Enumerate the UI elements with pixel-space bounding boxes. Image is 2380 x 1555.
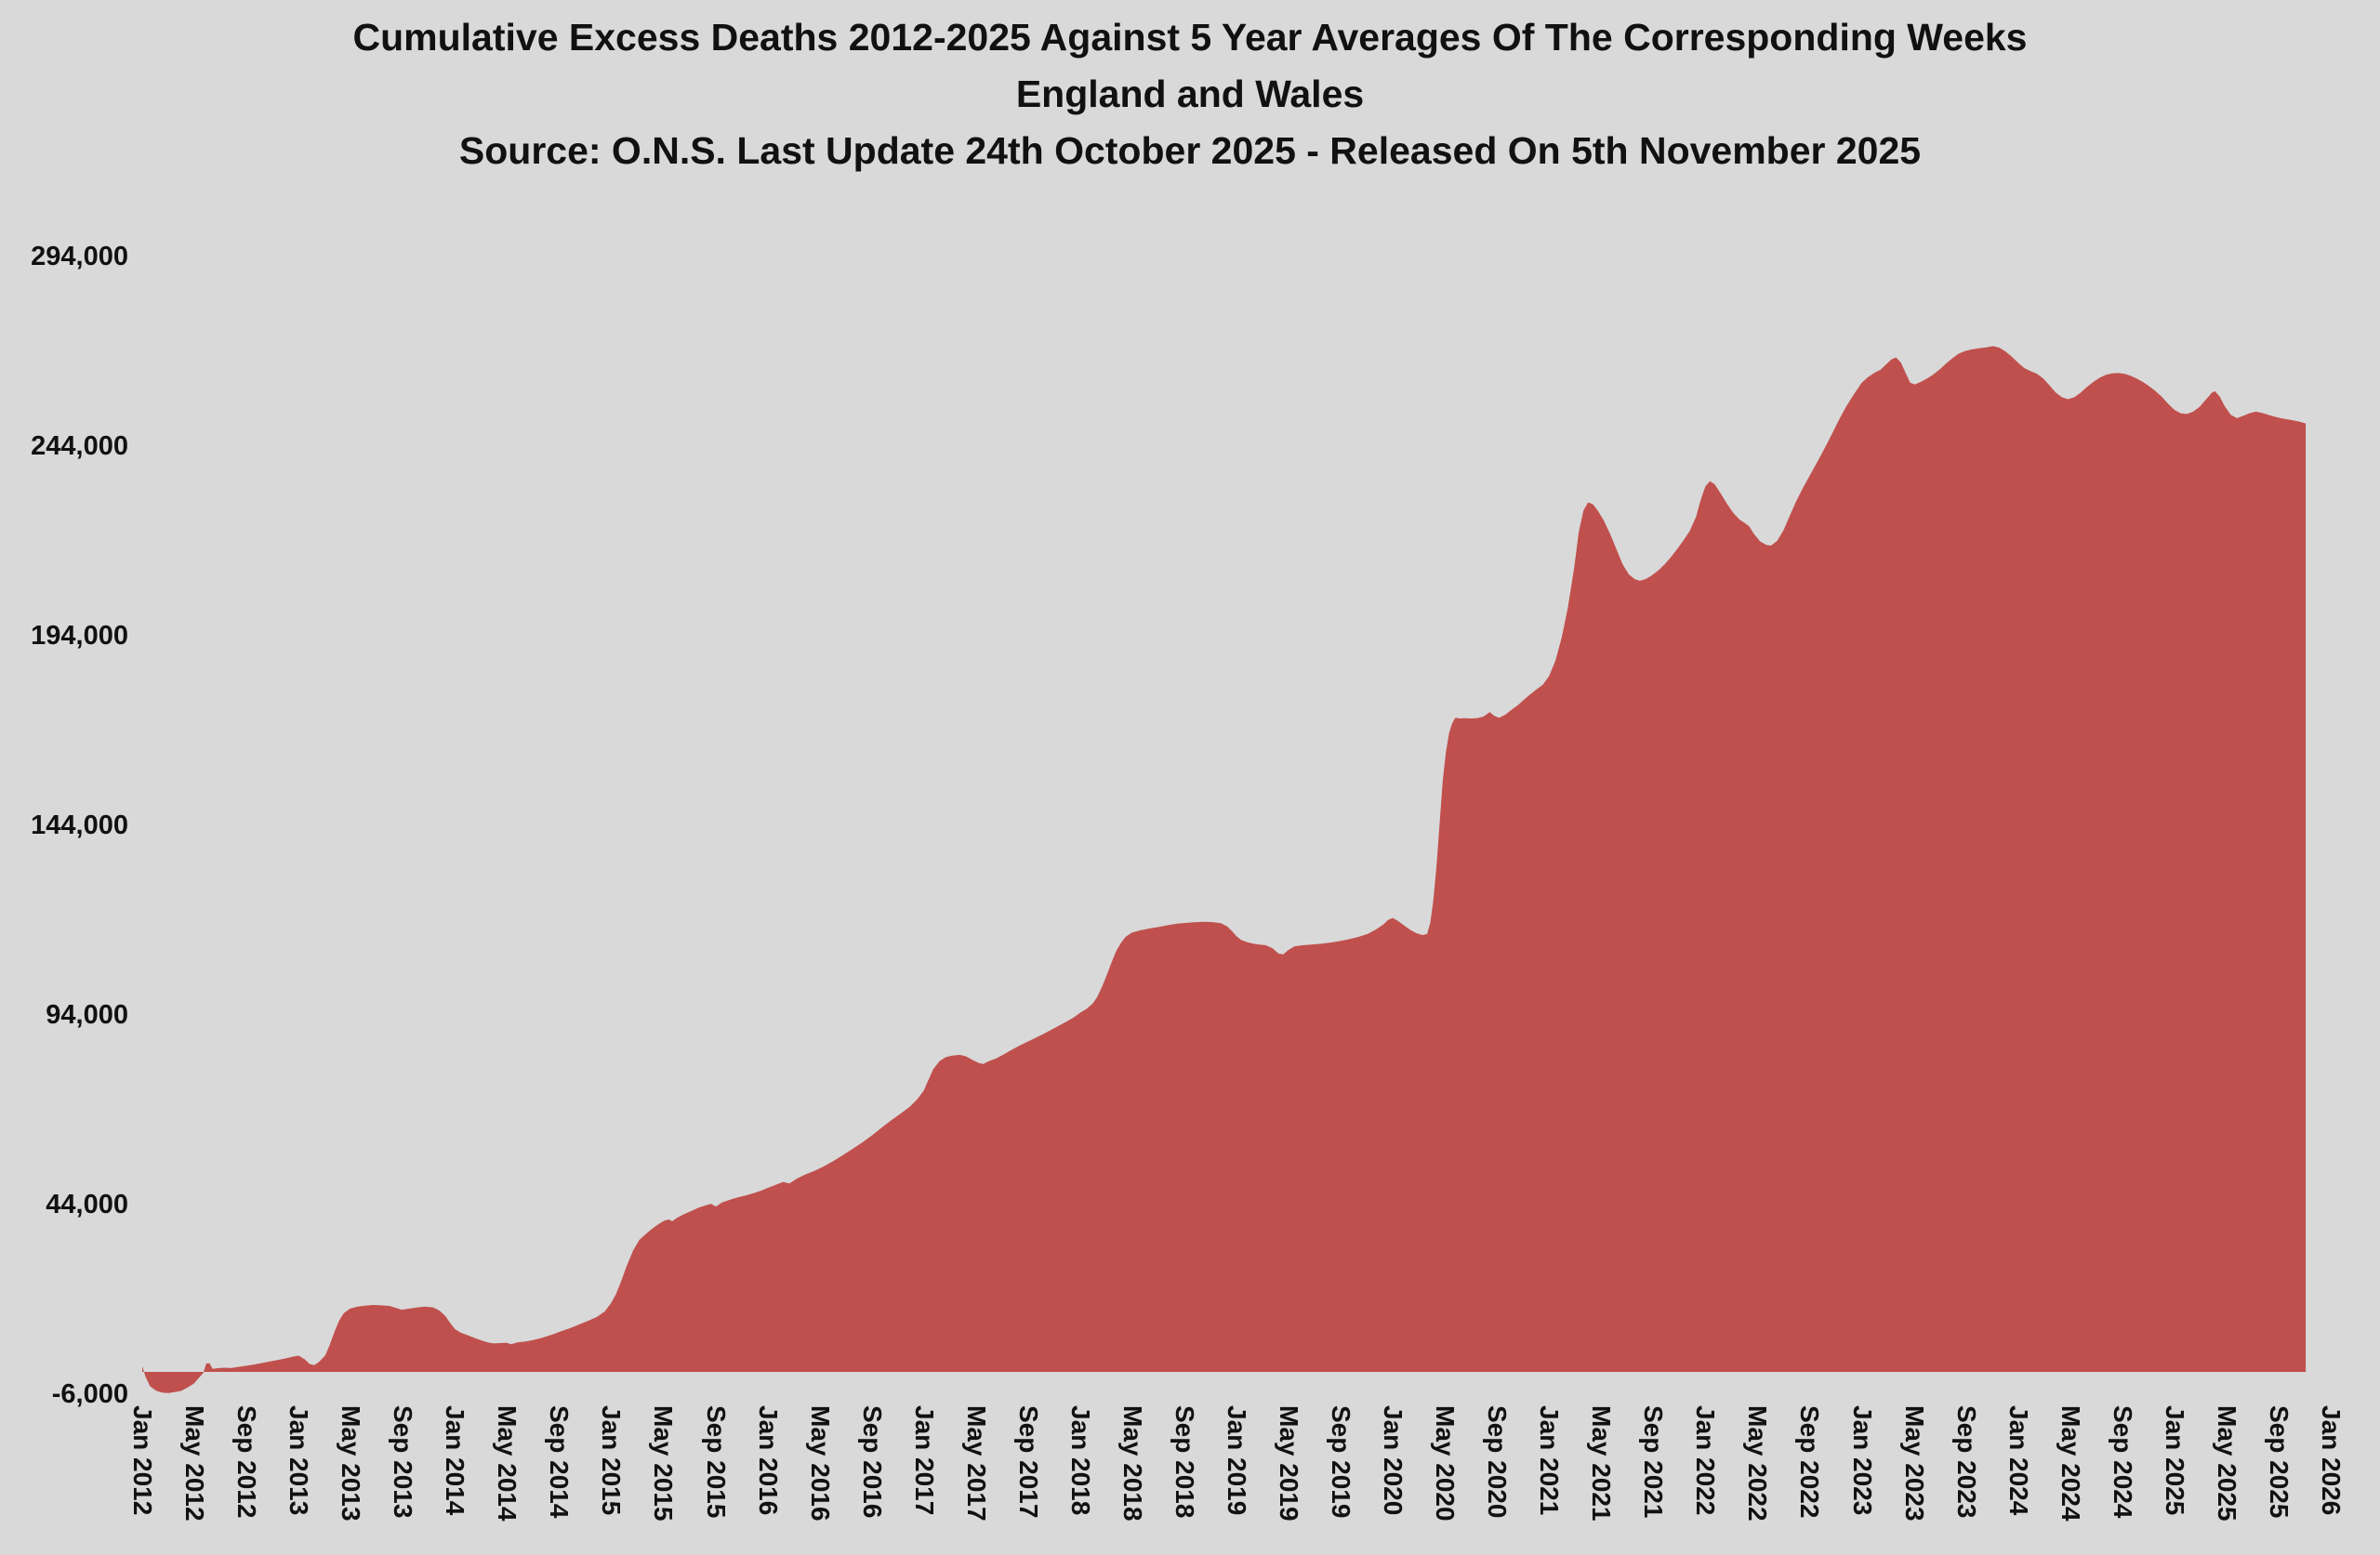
x-axis-tick-label: Jan 2023: [1847, 1405, 1877, 1516]
x-axis-tick-label: Jan 2013: [284, 1405, 314, 1516]
x-axis-tick-label: May 2022: [1743, 1405, 1773, 1522]
y-axis-tick-label: 94,000: [46, 1000, 128, 1031]
x-axis-tick-label: May 2017: [961, 1405, 991, 1522]
y-axis-tick-label: 194,000: [31, 621, 128, 652]
x-axis-tick-label: Sep 2023: [1951, 1405, 1981, 1519]
x-axis-tick-label: Sep 2018: [1170, 1405, 1199, 1519]
x-axis-tick-label: May 2024: [2056, 1405, 2085, 1522]
y-axis-tick-label: 294,000: [31, 242, 128, 272]
x-axis-tick-label: Sep 2017: [1013, 1405, 1043, 1519]
chart-title: Cumulative Excess Deaths 2012-2025 Again…: [0, 9, 2380, 179]
x-axis-tick-label: Sep 2025: [2264, 1405, 2294, 1519]
x-axis-tick-label: Jan 2016: [753, 1405, 783, 1516]
x-axis-tick-label: Jan 2020: [1379, 1405, 1408, 1516]
x-axis-tick-label: Sep 2016: [857, 1405, 887, 1519]
x-axis-tick-label: Sep 2012: [232, 1405, 262, 1519]
x-axis-tick-label: Jan 2021: [1535, 1405, 1565, 1516]
x-axis-tick-label: Jan 2018: [1065, 1405, 1095, 1516]
x-axis-tick-label: May 2015: [649, 1405, 679, 1522]
x-axis-tick-label: Jan 2024: [2003, 1405, 2033, 1516]
x-axis-tick-label: Jan 2017: [909, 1405, 939, 1516]
x-axis-tick-label: Sep 2020: [1483, 1405, 1513, 1519]
x-axis-tick-label: May 2019: [1275, 1405, 1304, 1522]
y-axis-tick-label: 44,000: [46, 1190, 128, 1220]
x-axis-tick-label: May 2025: [2212, 1405, 2241, 1522]
x-axis-tick-label: May 2016: [805, 1405, 835, 1522]
chart-title-line1: Cumulative Excess Deaths 2012-2025 Again…: [352, 16, 2028, 59]
x-axis-tick-label: May 2020: [1431, 1405, 1461, 1522]
y-axis-tick-label: 144,000: [31, 810, 128, 841]
x-axis-tick-label: Sep 2021: [1639, 1405, 1669, 1519]
x-axis-tick-label: May 2023: [1899, 1405, 1929, 1522]
x-axis-tick-label: Jan 2026: [2316, 1405, 2346, 1516]
x-axis-tick-label: Jan 2025: [2160, 1405, 2189, 1516]
y-axis-tick-label: 244,000: [31, 431, 128, 462]
x-axis-tick-label: Sep 2013: [389, 1405, 418, 1519]
x-axis-tick-label: Jan 2019: [1222, 1405, 1251, 1516]
chart-title-line3: Source: O.N.S. Last Update 24th October …: [458, 129, 1922, 172]
x-axis-tick-label: May 2012: [180, 1405, 210, 1522]
cumulative-excess-area-series: [142, 346, 2307, 1393]
x-axis-tick-label: Jan 2014: [441, 1405, 470, 1516]
x-axis-tick-label: Sep 2014: [545, 1405, 575, 1519]
x-axis-tick-label: May 2013: [337, 1405, 366, 1522]
y-axis-tick-label: -6,000: [51, 1379, 128, 1410]
x-axis-tick-label: May 2014: [493, 1405, 522, 1522]
x-axis-tick-label: Jan 2015: [597, 1405, 627, 1516]
x-axis-tick-label: Sep 2015: [701, 1405, 731, 1519]
x-axis-tick-label: Jan 2022: [1691, 1405, 1721, 1516]
x-axis-tick-label: Sep 2019: [1327, 1405, 1356, 1519]
x-axis-tick-label: May 2021: [1587, 1405, 1617, 1522]
x-axis-tick-label: Jan 2012: [128, 1405, 157, 1516]
x-axis-tick-label: Sep 2022: [1795, 1405, 1825, 1519]
chart-title-line2: England and Wales: [1015, 72, 1365, 115]
x-axis-tick-label: Sep 2024: [2108, 1405, 2137, 1519]
x-axis-tick-label: May 2018: [1117, 1405, 1147, 1522]
